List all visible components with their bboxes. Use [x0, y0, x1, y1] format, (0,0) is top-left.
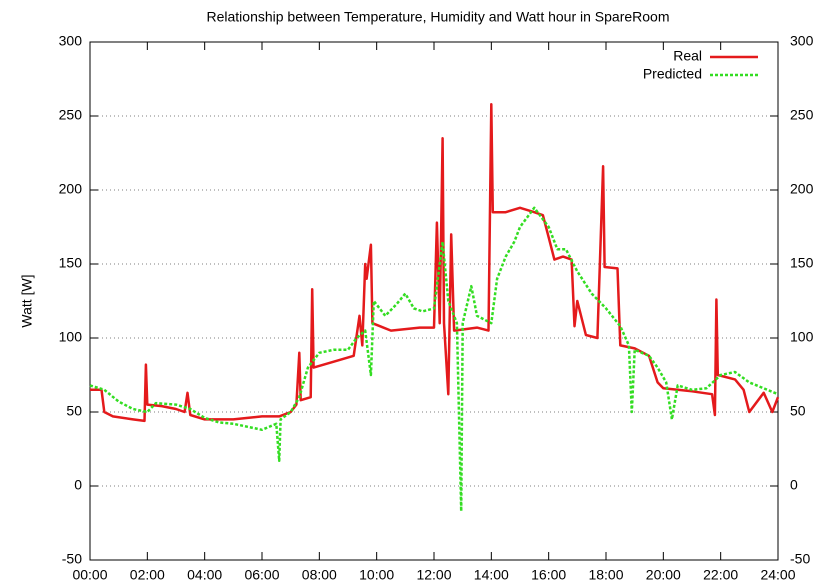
x-tick-label: 00:00	[72, 567, 107, 583]
y-tick-label: 300	[59, 33, 83, 49]
y-tick-label: 0	[74, 477, 82, 493]
x-tick-label: 06:00	[244, 567, 279, 583]
x-tick-label: 10:00	[359, 567, 394, 583]
series-line	[90, 102, 780, 423]
x-tick-label: 24:00	[760, 567, 795, 583]
legend-label: Real	[673, 48, 702, 64]
y-tick-label: 150	[59, 255, 83, 271]
x-tick-label: 22:00	[703, 567, 738, 583]
y-axis-label: Watt [W]	[19, 274, 35, 327]
y2-tick-label: 300	[790, 33, 814, 49]
y-tick-label: 100	[59, 329, 83, 345]
y2-tick-label: 200	[790, 181, 814, 197]
x-tick-label: 20:00	[646, 567, 681, 583]
y-tick-label: 250	[59, 107, 83, 123]
x-tick-label: 04:00	[187, 567, 222, 583]
y2-tick-label: -50	[790, 551, 810, 567]
y2-tick-label: 50	[790, 403, 806, 419]
y2-tick-label: 150	[790, 255, 814, 271]
y-tick-label: -50	[62, 551, 82, 567]
y2-tick-label: 0	[790, 477, 798, 493]
series-line	[89, 206, 779, 513]
x-tick-label: 18:00	[588, 567, 623, 583]
x-tick-label: 08:00	[302, 567, 337, 583]
y2-tick-label: 100	[790, 329, 814, 345]
x-tick-label: 12:00	[416, 567, 451, 583]
legend-label: Predicted	[643, 66, 702, 82]
plot-frame	[89, 41, 779, 561]
x-tick-label: 14:00	[474, 567, 509, 583]
y-tick-label: 200	[59, 181, 83, 197]
x-tick-label: 16:00	[531, 567, 566, 583]
y2-tick-label: 250	[790, 107, 814, 123]
x-tick-label: 02:00	[130, 567, 165, 583]
chart-title: Relationship between Temperature, Humidi…	[206, 9, 669, 25]
y-tick-label: 50	[66, 403, 82, 419]
